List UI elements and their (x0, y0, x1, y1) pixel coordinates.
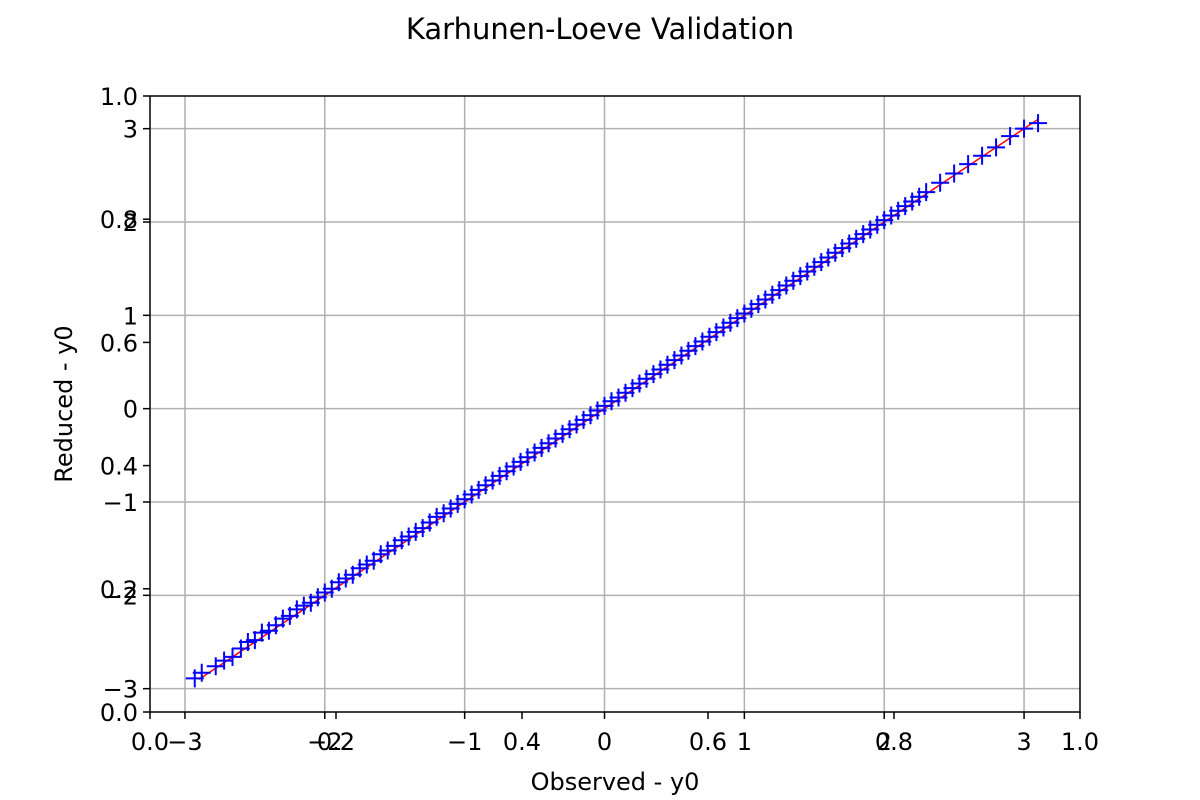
data-point (1001, 127, 1020, 146)
data-point (192, 663, 211, 682)
overlay-x-tick-label: 0.8 (875, 728, 913, 756)
x-tick-label: 1 (737, 728, 752, 756)
overlay-y-tick-label: 0.2 (100, 576, 138, 604)
plot-frame (149, 95, 1081, 713)
overlay-axis-ticks: 0.0 0.2 0.4 0.6 0.8 1.0 0.0 0.2 0.4 0.6 0.8 1.0 (100, 83, 1099, 756)
grid-lines (150, 96, 1080, 712)
overlay-y-tick-label: 0.4 (100, 453, 138, 481)
axis-ticks: −3 −2 −1 0 1 2 3 −3 −2 −1 0 1 2 3 (103, 116, 1032, 756)
overlay-y-tick-label: 1.0 (100, 83, 138, 111)
x-tick-label: 0 (597, 728, 612, 756)
y-tick-label: −3 (103, 676, 138, 704)
overlay-x-tick-label: 0.4 (503, 728, 541, 756)
overlay-x-tick-label: 0.6 (689, 728, 727, 756)
x-tick-label: 3 (1016, 728, 1031, 756)
y-tick-label: 2 (123, 209, 138, 237)
x-tick-label: −3 (167, 728, 202, 756)
overlay-y-tick-label: 0.0 (100, 699, 138, 727)
y-tick-label: 0 (123, 396, 138, 424)
x-tick-label: −2 (307, 728, 342, 756)
overlay-y-tick-label: 0.6 (100, 329, 138, 357)
y-tick-label: 3 (123, 116, 138, 144)
chart-title: Karhunen-Loeve Validation (405, 12, 795, 46)
data-point (1015, 119, 1034, 138)
series-markers (185, 114, 1048, 688)
x-tick-label: 2 (877, 728, 892, 756)
overlay-x-tick-label: 0.2 (317, 728, 355, 756)
y-tick-label: 1 (123, 302, 138, 330)
data-point (945, 164, 964, 183)
data-point (215, 651, 234, 670)
overlay-x-tick-label: 0.0 (131, 728, 169, 756)
x-axis-label: Observed - y0 (531, 768, 700, 796)
y-tick-label: −2 (103, 582, 138, 610)
data-point (973, 146, 992, 165)
y-axis-label: Reduced - y0 (50, 325, 78, 482)
data-point (917, 183, 936, 202)
data-point (931, 173, 950, 192)
data-point (959, 155, 978, 174)
data-point (987, 138, 1006, 157)
data-point (223, 647, 242, 666)
data-point (1029, 114, 1048, 133)
overlay-x-tick-label: 1.0 (1061, 728, 1099, 756)
overlay-y-tick-label: 0.8 (100, 206, 138, 234)
scatter-points (185, 114, 1048, 688)
x-tick-label: −1 (447, 728, 482, 756)
y-tick-label: −1 (103, 489, 138, 517)
